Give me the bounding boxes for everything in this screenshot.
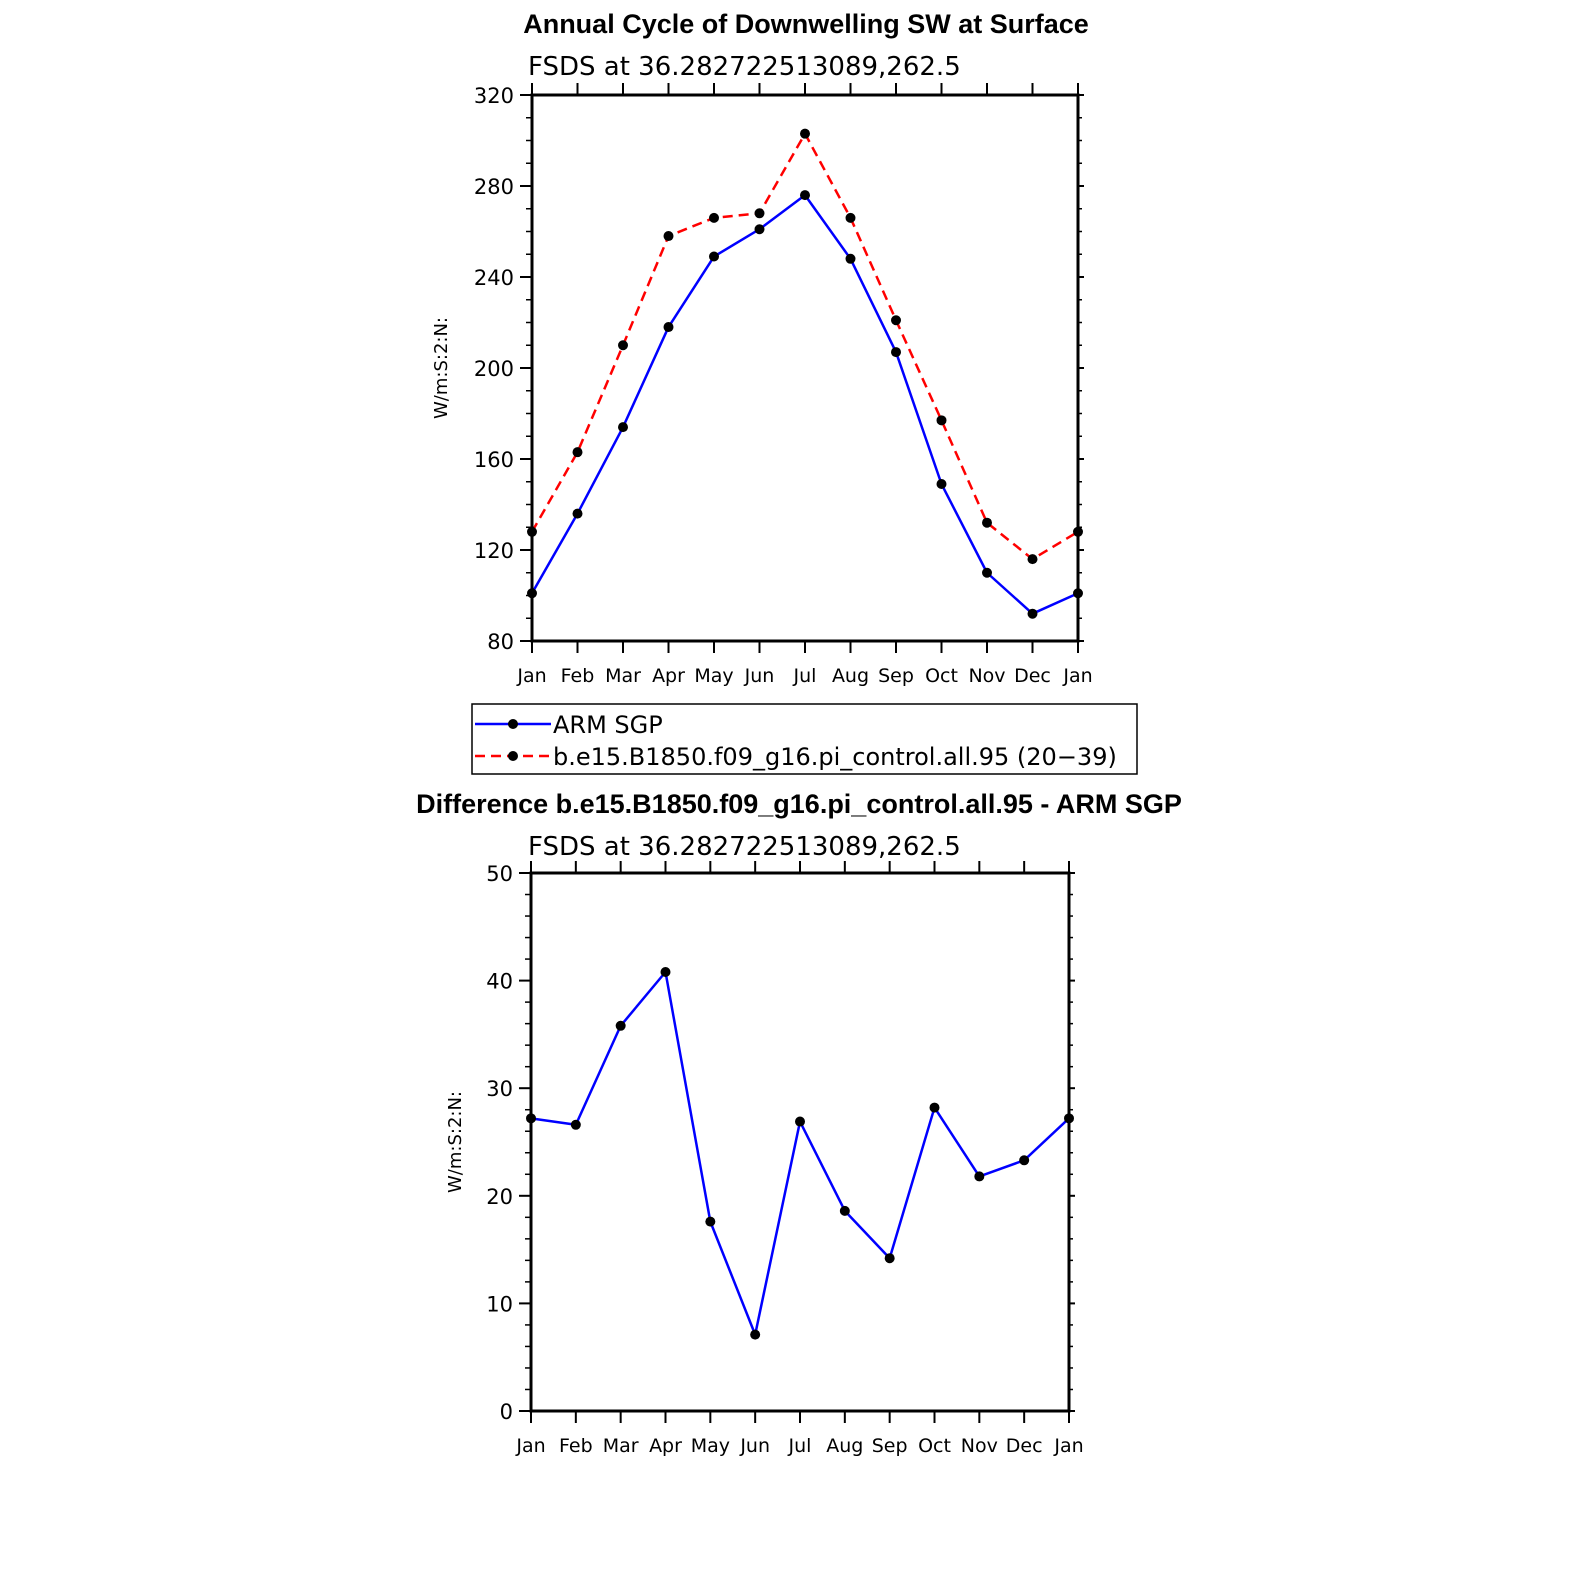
chart2-title: Difference b.e15.B1850.f09_g16.pi_contro… [416, 789, 1182, 819]
data-point [754, 208, 765, 219]
data-point [800, 128, 810, 139]
data-point [705, 1216, 716, 1227]
data-point [891, 315, 901, 326]
chart1-legend: ARM SGP b.e15.B1850.f09_g16.pi_control.a… [471, 703, 1138, 775]
x-tick-label: Feb [559, 1435, 593, 1457]
chart1-ylabel: W/m:S:2:N: [431, 317, 452, 419]
series-line [530, 970, 1070, 1336]
x-tick-label: Dec [1014, 665, 1051, 687]
data-point [663, 231, 674, 242]
chart1-series [527, 128, 1083, 619]
x-tick-label: Mar [603, 1435, 639, 1457]
x-tick-label: Jan [515, 1435, 545, 1457]
x-tick-label: May [694, 665, 733, 687]
legend-label-model: b.e15.B1850.f09_g16.pi_control.all.95 (2… [553, 743, 1117, 771]
data-point [709, 251, 719, 262]
x-tick-label: Jan [516, 665, 546, 687]
y-tick-label: 320 [474, 84, 514, 108]
data-point [572, 447, 583, 458]
y-tick-label: 10 [486, 1292, 513, 1316]
data-point [1027, 608, 1038, 619]
x-tick-label: Nov [961, 1435, 998, 1457]
y-tick-label: 20 [486, 1185, 513, 1209]
y-tick-label: 280 [474, 175, 514, 199]
chart1-title: Annual Cycle of Downwelling SW at Surfac… [523, 9, 1089, 39]
x-tick-label: Apr [649, 1435, 682, 1457]
x-tick-label: Dec [1006, 1435, 1043, 1457]
x-tick-label: Jan [1053, 1435, 1083, 1457]
y-tick-label: 200 [474, 357, 514, 381]
chart2-ylabel: W/m:S:2:N: [445, 1091, 466, 1193]
chart2-frame [529, 871, 1071, 1413]
data-point [618, 422, 628, 433]
chart2-axes: 0 10 20 30 40 50 Jan Feb Mar Apr May Jun Jul Aug Sep Oc… [486, 861, 1084, 1457]
y-tick-label: 120 [474, 539, 514, 563]
data-point [570, 1119, 581, 1130]
x-tick-label: Sep [878, 665, 914, 687]
x-tick-label: Sep [872, 1435, 908, 1457]
data-point [845, 212, 856, 223]
x-tick-label: Aug [832, 665, 869, 687]
series-line [530, 193, 1079, 615]
y-tick-label: 50 [486, 862, 513, 886]
legend-marker-arm-sgp [508, 719, 518, 729]
data-point [884, 1253, 895, 1264]
x-tick-label: Apr [652, 665, 685, 687]
data-point [663, 322, 674, 333]
x-tick-label: Jun [739, 1435, 770, 1457]
data-point [839, 1205, 850, 1216]
x-tick-label: May [691, 1435, 730, 1457]
chart1-axes: 80 120 160 200 240 280 320 Jan Feb Mar Apr May Jun Ju… [474, 83, 1093, 687]
data-point [1019, 1155, 1030, 1166]
data-point [709, 212, 719, 223]
data-point [936, 479, 947, 490]
chart2-subtitle: FSDS at 36.282722513089,262.5 [528, 832, 961, 862]
data-point [660, 966, 671, 977]
chart1-frame [530, 93, 1080, 643]
annual-cycle-chart: Annual Cycle of Downwelling SW at Surfac… [431, 9, 1138, 775]
data-point [936, 415, 947, 426]
x-tick-label: Jul [788, 1435, 812, 1457]
data-point [618, 340, 628, 351]
y-tick-label: 80 [487, 630, 514, 654]
x-tick-label: Aug [826, 1435, 863, 1457]
data-point [750, 1329, 761, 1340]
data-point [982, 567, 992, 578]
y-tick-label: 40 [486, 970, 513, 994]
x-tick-label: Jan [1062, 665, 1092, 687]
x-tick-label: Feb [561, 665, 595, 687]
chart1-subtitle: FSDS at 36.282722513089,262.5 [528, 52, 961, 82]
x-tick-label: Jul [793, 665, 817, 687]
data-point [615, 1020, 626, 1031]
data-point [795, 1116, 805, 1127]
data-point [974, 1171, 985, 1182]
legend-label-arm-sgp: ARM SGP [553, 711, 663, 739]
x-tick-label: Mar [605, 665, 641, 687]
data-point [929, 1102, 940, 1113]
data-point [754, 224, 765, 235]
y-tick-label: 240 [474, 266, 514, 290]
data-point [845, 253, 856, 264]
data-point [800, 190, 810, 201]
data-point [982, 517, 992, 528]
legend-marker-model [508, 751, 518, 761]
data-point [1027, 554, 1038, 565]
x-tick-label: Nov [968, 665, 1005, 687]
data-point [572, 508, 583, 519]
y-tick-label: 0 [500, 1400, 513, 1424]
data-point [891, 347, 901, 358]
difference-chart: Difference b.e15.B1850.f09_g16.pi_contro… [416, 789, 1182, 1457]
y-tick-label: 30 [486, 1077, 513, 1101]
x-tick-label: Oct [918, 1435, 951, 1457]
y-tick-label: 160 [474, 448, 514, 472]
chart2-series [526, 966, 1074, 1340]
legend-box [471, 703, 1138, 775]
x-tick-label: Oct [925, 665, 958, 687]
x-tick-label: Jun [744, 665, 775, 687]
